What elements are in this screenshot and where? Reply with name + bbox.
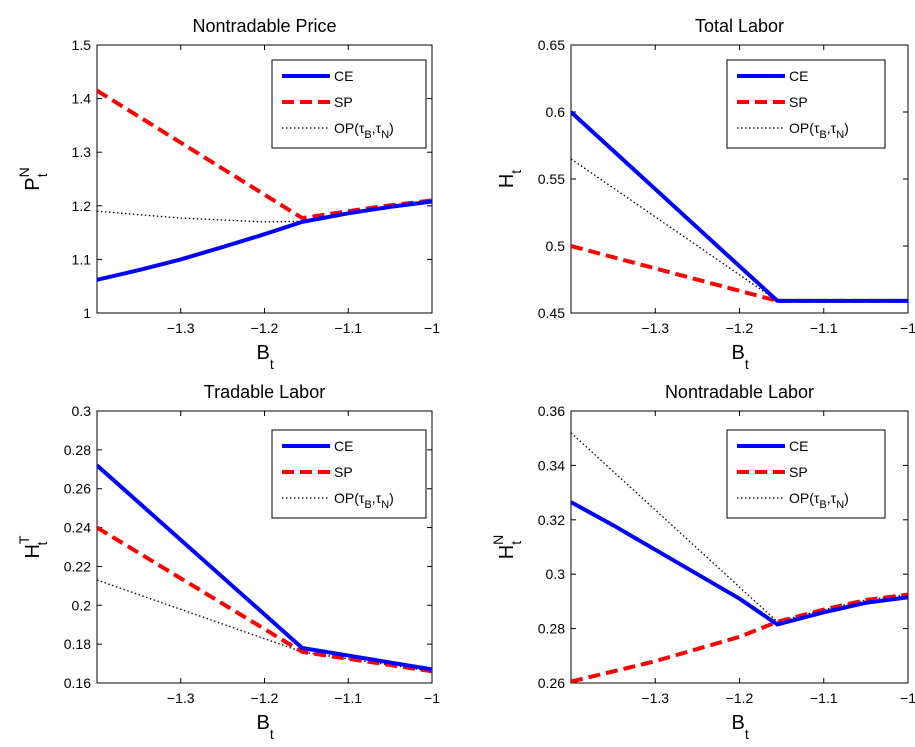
y-tick-label: 1.1 — [72, 251, 92, 267]
y-tick-label: 0.2 — [72, 597, 92, 613]
legend-label-ce: CE — [334, 68, 353, 84]
y-tick-label: 0.26 — [64, 481, 91, 497]
x-tick-label: −1 — [900, 320, 915, 336]
x-tick-label: −1.3 — [167, 320, 195, 336]
y-tick-label: 0.16 — [64, 675, 91, 691]
x-tick-label: −1.2 — [726, 690, 754, 706]
y-tick-label: 0.18 — [64, 636, 91, 652]
x-tick-label: −1 — [424, 690, 440, 706]
x-tick-label: −1.1 — [810, 320, 838, 336]
y-tick-label: 0.26 — [538, 675, 565, 691]
y-axis-label: HN t — [490, 535, 524, 560]
x-tick-label: −1 — [424, 320, 440, 336]
x-axis-label: Bt — [732, 342, 749, 372]
x-tick-label: −1.1 — [334, 690, 362, 706]
y-tick-label: 1.5 — [72, 37, 92, 53]
chart-title: Tradable Labor — [204, 382, 325, 402]
chart-title: Nontradable Price — [192, 16, 336, 36]
chart-panel-1: Nontradable Price −1.3 −1.2 −1.1 −1 1 1.1 1.2 1.… — [16, 16, 440, 372]
y-tick-label: 0.22 — [64, 558, 91, 574]
x-tick-label: −1.3 — [167, 690, 195, 706]
y-tick-label: 0.24 — [64, 520, 91, 536]
x-tick-label: −1.1 — [334, 320, 362, 336]
y-axis-label: Ht — [496, 170, 524, 188]
legend-label-sp: SP — [789, 464, 808, 480]
x-tick-label: −1.3 — [641, 320, 669, 336]
y-tick-label: 1.4 — [72, 91, 92, 107]
y-tick-label: 0.28 — [538, 621, 565, 637]
x-tick-label: −1.2 — [251, 320, 279, 336]
x-tick-label: −1.2 — [726, 320, 754, 336]
y-tick-label: 0.45 — [538, 305, 565, 321]
y-tick-label: 0.5 — [546, 238, 566, 254]
y-tick-label: 0.6 — [546, 104, 566, 120]
chart-panel-2: Total Labor −1.3 −1.2 −1.1 −1 0.45 0.5 0.55 0.6 0… — [496, 16, 915, 372]
chart-title: Nontradable Labor — [665, 382, 814, 402]
chart-panel-3: Tradable Labor −1.3 −1.2 −1.1 −1 0.16 0.18 0.2 0… — [16, 382, 440, 742]
legend-label-sp: SP — [789, 94, 808, 110]
chart-title: Total Labor — [695, 16, 784, 36]
x-tick-label: −1.3 — [641, 690, 669, 706]
y-axis-label: PN t — [16, 167, 50, 190]
y-tick-label: 0.32 — [538, 512, 565, 528]
x-axis-label: Bt — [257, 712, 274, 742]
legend-label-sp: SP — [334, 94, 353, 110]
x-tick-label: −1.2 — [251, 690, 279, 706]
y-tick-label: 0.28 — [64, 442, 91, 458]
y-tick-label: 0.36 — [538, 403, 565, 419]
y-tick-label: 0.55 — [538, 171, 565, 187]
y-tick-label: 1.3 — [72, 144, 92, 160]
y-tick-label: 0.65 — [538, 37, 565, 53]
y-tick-label: 1.2 — [72, 198, 92, 214]
x-tick-label: −1.1 — [810, 690, 838, 706]
legend-label-ce: CE — [789, 68, 808, 84]
legend-label-ce: CE — [789, 438, 808, 454]
x-axis-label: Bt — [732, 712, 749, 742]
x-axis-label: Bt — [257, 342, 274, 372]
x-tick-label: −1 — [900, 690, 915, 706]
y-tick-label: 1 — [83, 305, 91, 321]
legend-label-sp: SP — [334, 464, 353, 480]
legend-label-ce: CE — [334, 438, 353, 454]
y-tick-label: 0.34 — [538, 457, 565, 473]
y-axis-label: HT t — [16, 535, 50, 558]
chart-panel-4: Nontradable Labor −1.3 −1.2 −1.1 −1 0.26 0.28 0… — [490, 382, 915, 742]
y-tick-label: 0.3 — [72, 403, 92, 419]
y-tick-label: 0.3 — [546, 566, 566, 582]
